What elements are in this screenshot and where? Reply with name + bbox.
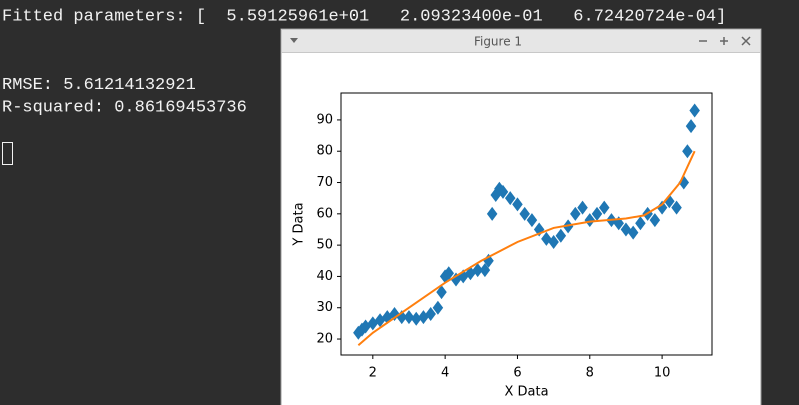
point [410, 311, 422, 326]
axes-frame [340, 92, 713, 356]
x-tick-label: 4 [441, 366, 449, 381]
plot [353, 103, 700, 347]
x-tick-label: 10 [654, 366, 671, 381]
fit-line [357, 150, 696, 347]
point [635, 216, 646, 231]
y-tick-label: 70 [316, 175, 333, 190]
y-tick-label: 50 [316, 238, 333, 253]
x-tick-label: 2 [369, 366, 377, 381]
point [689, 103, 700, 118]
point [504, 191, 516, 206]
point [577, 200, 588, 215]
figure-canvas [281, 53, 761, 405]
point [682, 144, 693, 159]
point [685, 119, 697, 134]
x-axis-label: X Data [504, 385, 548, 400]
point [432, 300, 444, 315]
point [512, 197, 523, 212]
terminal-line: Fitted parameters: [ 5.59125961e+01 2.09… [2, 7, 726, 26]
point [436, 285, 447, 300]
point [472, 263, 483, 278]
point [671, 200, 682, 215]
point [425, 306, 436, 321]
point [479, 263, 491, 278]
point [656, 200, 668, 215]
maximize-button[interactable] [720, 37, 728, 45]
menu-arrow[interactable] [290, 38, 298, 43]
y-tick-label: 20 [316, 332, 333, 347]
title-bar [281, 29, 761, 53]
point [627, 225, 639, 240]
close-button[interactable] [741, 36, 751, 46]
point [443, 266, 455, 281]
y-tick-label: 80 [316, 144, 333, 159]
y-tick-label: 40 [316, 269, 333, 284]
y-tick-label: 90 [316, 112, 333, 127]
point [555, 228, 567, 243]
point [591, 206, 603, 221]
point [486, 206, 498, 221]
point [584, 213, 596, 228]
y-axis-label: Y Data [292, 202, 307, 246]
point [598, 200, 610, 215]
point [519, 206, 530, 221]
x-tick-label: 6 [513, 366, 521, 381]
point [526, 213, 538, 228]
y-tick-label: 60 [316, 206, 333, 221]
terminal-line: R-squared: 0.86169453736 [2, 99, 247, 118]
cursor [2, 142, 13, 165]
point [403, 310, 415, 325]
y-tick-label: 30 [316, 300, 333, 315]
point [548, 234, 559, 249]
window-title: Figure 1 [474, 35, 522, 49]
point [570, 206, 581, 221]
point [649, 213, 661, 228]
terminal-line: RMSE: 5.61214132921 [2, 76, 196, 95]
point [497, 184, 509, 199]
x-tick-label: 8 [586, 366, 594, 381]
